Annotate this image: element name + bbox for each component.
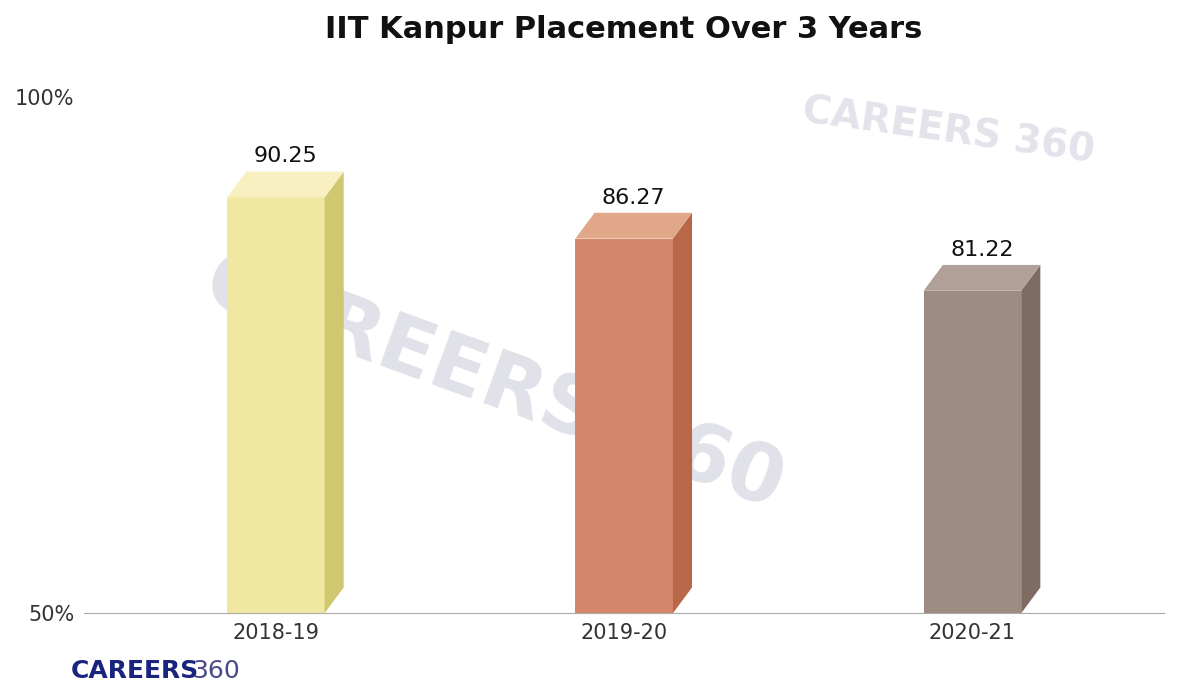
Text: CAREERS: CAREERS [71, 659, 199, 682]
Text: 86.27: 86.27 [602, 188, 665, 208]
Polygon shape [324, 172, 344, 613]
Polygon shape [923, 290, 1021, 613]
Text: 90.25: 90.25 [253, 146, 317, 167]
Polygon shape [228, 197, 324, 613]
Title: IIT Kanpur Placement Over 3 Years: IIT Kanpur Placement Over 3 Years [325, 15, 923, 44]
Text: CAREERS 360: CAREERS 360 [799, 92, 1096, 171]
Text: 360: 360 [192, 659, 241, 682]
Polygon shape [673, 213, 692, 613]
Polygon shape [575, 213, 692, 239]
Polygon shape [1021, 265, 1040, 613]
Polygon shape [575, 239, 673, 613]
Polygon shape [228, 172, 344, 197]
Text: 81.22: 81.22 [950, 240, 1014, 260]
Text: CAREERS 360: CAREERS 360 [195, 242, 795, 524]
Polygon shape [923, 265, 1040, 290]
